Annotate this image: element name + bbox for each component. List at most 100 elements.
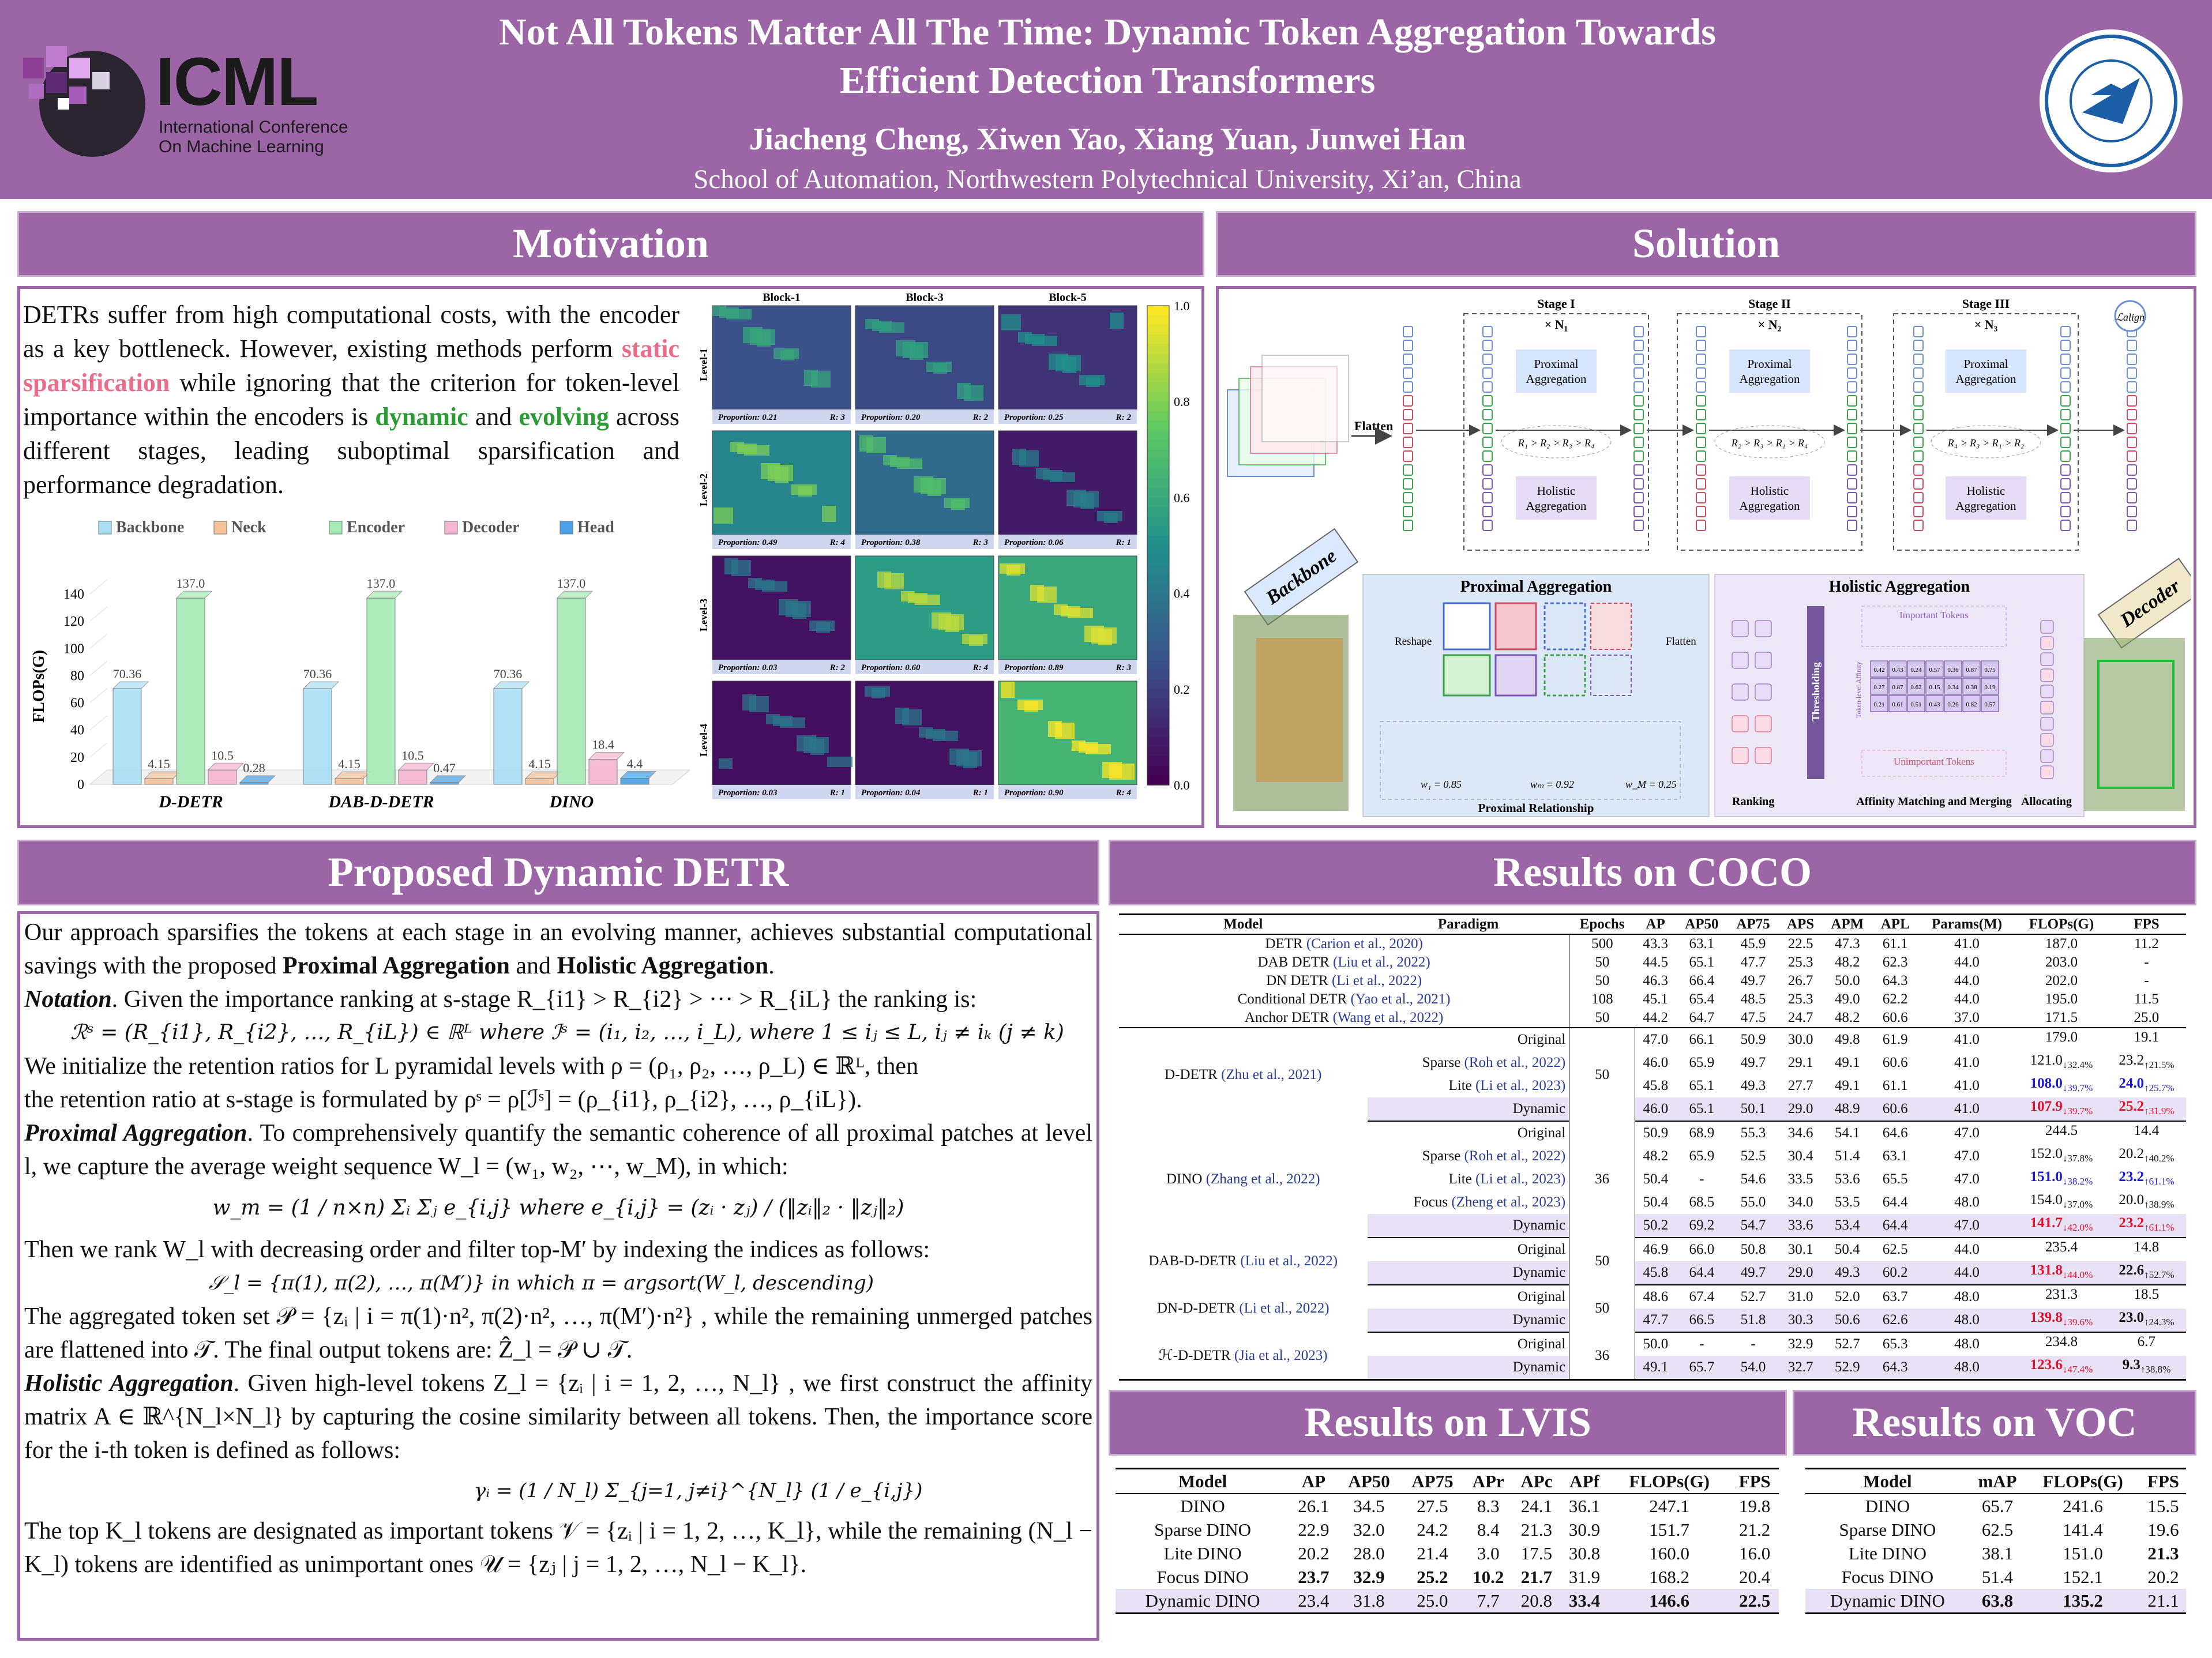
heatmap-blob-3-2-8	[1086, 744, 1111, 754]
voc-table-header-3: FPS	[2140, 1468, 2186, 1494]
table-row: Lite (Li et al., 2023) 50.4 - 54.6 33.5 53.6 6…	[1119, 1168, 2186, 1191]
table-row: DINO (Zhang et al., 2022) Original 36 50.9…	[1119, 1121, 2186, 1238]
svg-text:Stage I: Stage I	[1537, 296, 1575, 311]
token-0-8	[1403, 437, 1413, 448]
title-line-1: Not All Tokens Matter All The Time: Dyna…	[499, 11, 1716, 53]
svg-text:Aggregation: Aggregation	[1526, 372, 1587, 386]
coco-cell: 48.0	[1918, 1309, 2016, 1333]
coco-cell: 45.9	[1740, 936, 1766, 952]
affinity-val-4: 0.36	[1947, 667, 1959, 674]
coco-cell: 54.6	[1740, 1171, 1766, 1187]
token-6-10	[2060, 464, 2071, 476]
affinity-val-13: 0.19	[1984, 684, 1996, 691]
colorbar-seg-18	[1147, 478, 1169, 488]
coco-cell: 187.0	[2045, 936, 2078, 952]
token-4-5	[1847, 395, 1857, 407]
legend-swatch-1	[213, 521, 227, 535]
coco-header-3: AP	[1635, 914, 1676, 935]
voc-table-cell: Dynamic DINO	[1805, 1589, 1970, 1614]
token-6-7	[2060, 423, 2071, 434]
lvis-table-cell: Dynamic DINO	[1116, 1589, 1290, 1614]
coco-fps: 25.2↑31.9%	[2106, 1097, 2186, 1122]
token-5-4	[1913, 381, 1924, 393]
heatmap-blob-0-2-7	[1001, 314, 1021, 330]
coco-cell: 49.3	[1740, 1078, 1766, 1093]
svg-text:Flatten: Flatten	[1666, 636, 1696, 648]
data-label-D-DETR-Backbone: 70.36	[113, 667, 142, 681]
voc-table-cell: 135.2	[2025, 1589, 2140, 1614]
affinity-cell-11	[1944, 678, 1962, 695]
coco-cell: 65.7	[1676, 1356, 1727, 1380]
section-bar-coco: Results on COCO	[1109, 840, 2196, 905]
coco-epochs: 36	[1569, 1121, 1635, 1238]
coco-paradigm: Sparse (Roh et al., 2022)	[1422, 1148, 1566, 1164]
token-4-3	[1847, 367, 1857, 379]
token-6-13	[2060, 506, 2071, 517]
heatmap-blob-0-1-6	[933, 363, 947, 374]
ranked-token-2	[1732, 652, 1749, 669]
coco-paradigm: Dynamic	[1367, 1356, 1569, 1380]
colorbar-seg-24	[1147, 535, 1169, 546]
token-7-9	[2127, 450, 2137, 462]
heatmap-blob-2-1-9	[945, 616, 959, 632]
colorbar-seg-48	[1147, 765, 1169, 776]
svg-text:× N₃: × N₃	[1974, 317, 1998, 332]
token-4-10	[1847, 464, 1857, 476]
coco-cell: 66.5	[1676, 1309, 1727, 1333]
coco-paradigm: Original	[1517, 1289, 1566, 1304]
colorbar-seg-42	[1147, 708, 1169, 719]
lvis-table-cell: 21.3	[1520, 1520, 1553, 1540]
table-row: DAB-D-DETR (Liu et al., 2022) Original 50…	[1119, 1238, 2186, 1285]
colorbar-seg-21	[1147, 507, 1169, 517]
lvis-table-cell: 24.2	[1417, 1520, 1448, 1540]
token-0-9	[1403, 450, 1413, 462]
token-7-5	[2127, 395, 2137, 407]
bar-top-D-DETR-Head	[239, 775, 276, 783]
allocated-token-0	[2040, 620, 2054, 634]
token-5-6	[1913, 409, 1924, 420]
coco-cell: 64.3	[1872, 1356, 1918, 1380]
svg-text:Aggregation: Aggregation	[1956, 499, 2016, 513]
heatmap-blob-2-2-9	[1098, 629, 1112, 645]
affinity-cell-15	[1888, 695, 1907, 712]
heat-prop-1-0: Proportion: 0.49	[718, 538, 778, 547]
coco-cell: 45.8	[1635, 1261, 1676, 1285]
heatmap-blob-1-0-8	[744, 445, 769, 456]
voc-table-cell: 63.8	[1969, 1589, 2026, 1614]
colorbar-tick-0: 1.0	[1174, 299, 1190, 313]
lvis-table-cell: 19.8	[1738, 1496, 1771, 1516]
token-4-1	[1847, 340, 1857, 351]
coco-cell: 29.0	[1779, 1097, 1823, 1122]
heatmap-blob-0-0-6	[780, 350, 794, 360]
coco-cell: 48.2	[1822, 1009, 1873, 1028]
token-2-3	[1633, 367, 1644, 379]
coco-cell: 47.0	[1635, 1028, 1676, 1051]
rank-para: Then we rank W_l with decreasing order a…	[24, 1236, 930, 1263]
table-row: DINO 26.1 34.5 27.5 8.3 24.1 36.1 247.1 19.8	[1116, 1494, 1779, 1518]
icml-logo: ICML International Conference On Machine…	[23, 40, 363, 167]
heatmap-blob-0-2-8	[1032, 336, 1057, 346]
token-7-14	[2127, 520, 2137, 531]
coco-flops: 108.0↓39.7%	[2030, 1076, 2093, 1093]
coco-cell: 48.0	[1918, 1356, 2016, 1380]
token-5-2	[1913, 354, 1924, 365]
data-label-DINO-Head: 4.4	[627, 757, 643, 771]
input-feature-maps	[1227, 355, 1349, 477]
heat-prop-2-1: Proportion: 0.60	[861, 663, 921, 672]
token-0-10	[1403, 464, 1413, 476]
allocated-token-2	[2040, 652, 2054, 666]
heat-col-0: Block-1	[763, 291, 801, 304]
token-1-6	[1482, 409, 1493, 420]
bar-D-DETR-Decoder	[208, 769, 237, 785]
heatmap-blob-1-2-9	[1080, 493, 1094, 509]
heat-caption-bg-2-2	[998, 660, 1137, 674]
token-columns	[1403, 326, 2137, 531]
heatmap-blob-0-0-7	[811, 371, 831, 388]
colorbar-seg-28	[1147, 574, 1169, 584]
colorbar-seg-31	[1147, 603, 1169, 613]
mot-t7: across different stages, leading subopti…	[23, 403, 680, 499]
lvis-table-header-0: Model	[1116, 1468, 1290, 1494]
motivation-text: DETRs suffer from high computational cos…	[23, 298, 679, 502]
voc-table-cell: 19.6	[2147, 1520, 2179, 1540]
affinity-val-7: 0.27	[1873, 684, 1885, 691]
